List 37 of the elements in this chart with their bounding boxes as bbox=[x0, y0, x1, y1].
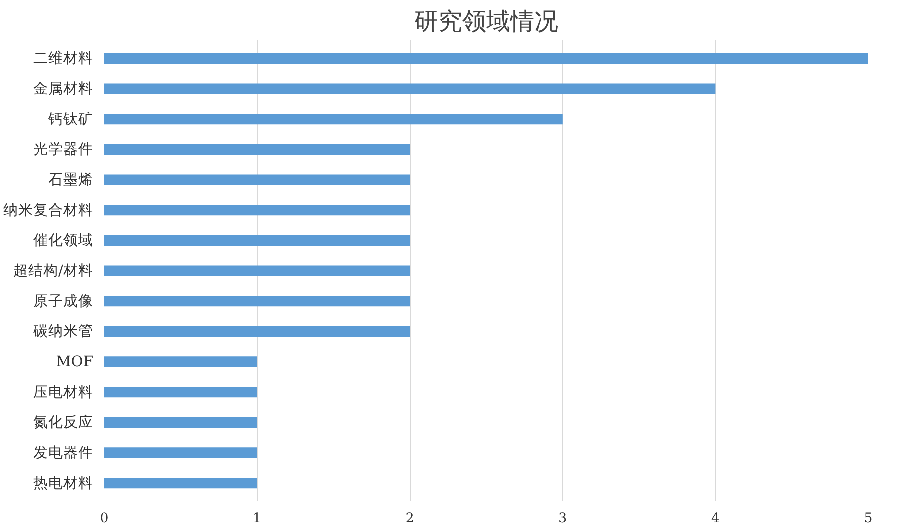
bar bbox=[104, 174, 410, 186]
x-tick-label: 5 bbox=[864, 512, 873, 526]
y-tick-label: 石墨烯 bbox=[48, 172, 94, 189]
y-tick-label: 发电器件 bbox=[34, 444, 94, 462]
chart-title: 研究领域情况 bbox=[414, 8, 558, 36]
x-tick-label: 3 bbox=[558, 512, 568, 526]
y-tick-label: MOF bbox=[56, 353, 94, 370]
bar bbox=[104, 478, 258, 489]
x-tick-label: 0 bbox=[100, 512, 109, 526]
x-tick-label: 2 bbox=[406, 512, 414, 526]
bar bbox=[104, 448, 258, 458]
y-tick-label: 纳米复合材料 bbox=[4, 202, 94, 219]
y-tick-label: 催化领域 bbox=[34, 232, 94, 250]
y-tick-label: 原子成像 bbox=[34, 292, 94, 310]
bar bbox=[104, 53, 868, 64]
y-tick-label: 热电材料 bbox=[34, 474, 94, 492]
y-tick-label: 压电材料 bbox=[34, 384, 94, 401]
bar bbox=[104, 387, 258, 398]
bar bbox=[104, 205, 410, 216]
x-tick-label: 1 bbox=[253, 512, 262, 526]
bar bbox=[104, 356, 258, 368]
bar bbox=[104, 235, 410, 246]
bar bbox=[104, 326, 410, 337]
bar bbox=[104, 144, 410, 155]
y-tick-label: 二维材料 bbox=[34, 50, 94, 68]
bar bbox=[104, 417, 258, 428]
y-tick-label: 金属材料 bbox=[34, 80, 94, 98]
y-tick-label: 碳纳米管 bbox=[32, 323, 94, 340]
x-tick-label: 4 bbox=[711, 512, 720, 526]
bar bbox=[104, 296, 410, 307]
bar bbox=[104, 266, 410, 276]
y-tick-label: 钙钛矿 bbox=[48, 110, 94, 128]
y-tick-label: 氮化反应 bbox=[34, 414, 94, 432]
y-tick-label: 超结构/材料 bbox=[14, 262, 94, 280]
bar bbox=[104, 114, 563, 125]
bar bbox=[104, 84, 716, 94]
y-tick-label: 光学器件 bbox=[34, 141, 94, 158]
